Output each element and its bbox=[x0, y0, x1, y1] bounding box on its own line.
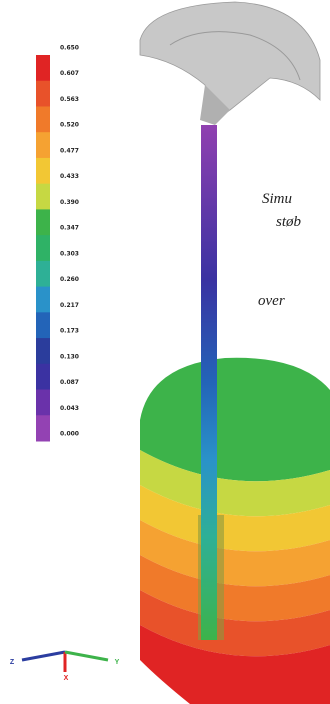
legend-swatch bbox=[36, 312, 50, 338]
base-top bbox=[140, 358, 330, 481]
legend-swatch bbox=[36, 364, 50, 390]
legend-swatch bbox=[36, 55, 50, 81]
legend-swatch bbox=[36, 132, 50, 158]
legend-swatch bbox=[36, 415, 50, 441]
legend-swatch bbox=[36, 261, 50, 287]
legend-swatch bbox=[36, 184, 50, 210]
legend-label: 0.173 bbox=[60, 328, 79, 335]
axis-y bbox=[65, 652, 108, 660]
legend-swatch bbox=[36, 81, 50, 107]
axis-z bbox=[22, 652, 65, 660]
page: 0.650 0.607 0.563 0.520 0.477 0.433 0.390 0.347… bbox=[0, 0, 330, 704]
legend-label: 0.217 bbox=[60, 302, 79, 309]
axis-label: Y bbox=[115, 659, 120, 666]
rod bbox=[201, 125, 217, 640]
axis-label: X bbox=[64, 675, 69, 682]
caption-line: støb bbox=[276, 214, 302, 230]
legend-label: 0.260 bbox=[60, 276, 79, 283]
head-disc bbox=[140, 2, 320, 120]
legend-label: 0.000 bbox=[60, 431, 79, 438]
legend-swatch bbox=[36, 287, 50, 313]
axis-label: Z bbox=[10, 659, 15, 666]
legend-label: 0.477 bbox=[60, 147, 79, 154]
color-legend: 0.650 0.607 0.563 0.520 0.477 0.433 0.390 0.347… bbox=[36, 45, 79, 442]
legend-swatch bbox=[36, 338, 50, 364]
legend-label: 0.130 bbox=[60, 353, 79, 360]
model: Z X Y bbox=[10, 2, 330, 704]
legend-label: 0.043 bbox=[60, 405, 79, 412]
legend-label: 0.390 bbox=[60, 199, 79, 206]
legend-label: 0.520 bbox=[60, 122, 79, 129]
legend-swatch bbox=[36, 106, 50, 132]
legend-swatch bbox=[36, 158, 50, 184]
legend-label: 0.303 bbox=[60, 250, 79, 257]
legend-swatch bbox=[36, 235, 50, 261]
caption-line: over bbox=[258, 293, 285, 309]
legend-label: 0.650 bbox=[60, 45, 79, 52]
legend-label: 0.433 bbox=[60, 173, 79, 180]
legend-label: 0.607 bbox=[60, 70, 79, 77]
legend-swatch bbox=[36, 390, 50, 416]
caption-line: Simu bbox=[262, 191, 292, 207]
legend-label: 0.563 bbox=[60, 96, 79, 103]
legend-label: 0.347 bbox=[60, 225, 79, 232]
legend-swatch bbox=[36, 209, 50, 235]
legend-label: 0.087 bbox=[60, 379, 79, 386]
